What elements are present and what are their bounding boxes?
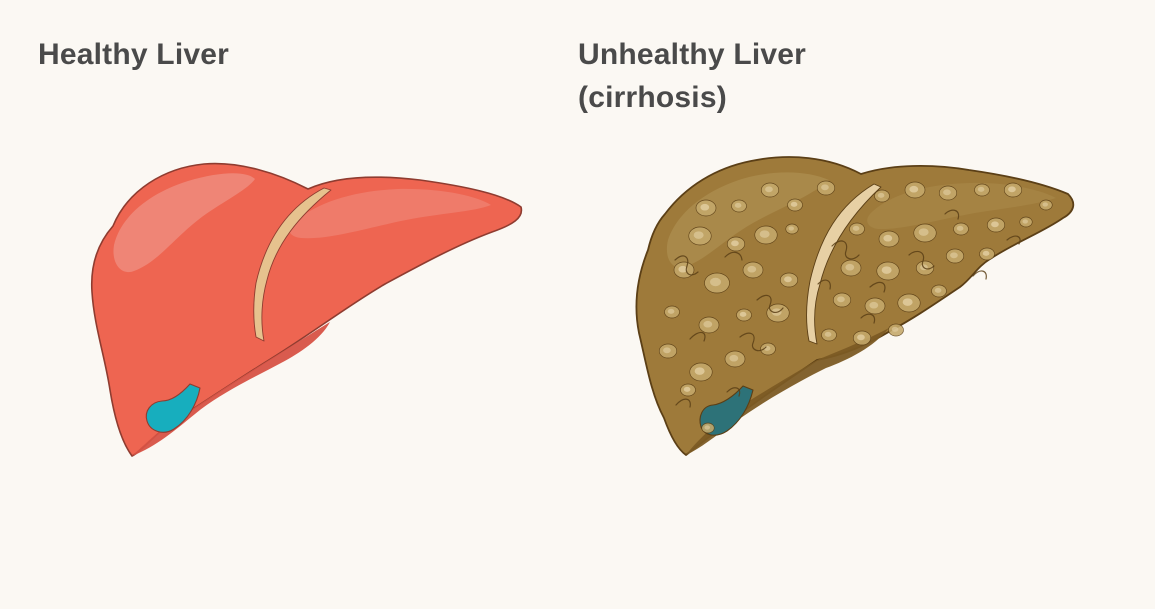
cirrhosis-nodule-core	[734, 202, 742, 208]
cirrhosis-nodule-core	[747, 265, 757, 273]
unhealthy-liver-title-line: Unhealthy Liver	[578, 38, 807, 71]
cirrhosis-nodule-core	[877, 192, 885, 198]
cirrhosis-scar-line	[689, 331, 706, 342]
cirrhosis-nodule-core	[821, 184, 829, 191]
cirrhosis-nodule-core	[683, 386, 691, 392]
cirrhosis-scar-line	[726, 387, 741, 397]
healthy-liver-highlight-left-lobe	[113, 173, 255, 273]
cirrhosis-scar-line	[972, 270, 987, 280]
cirrhosis-nodule-core	[837, 296, 845, 303]
cirrhosis-nodule-core	[869, 301, 879, 309]
cirrhosis-nodule-core	[667, 308, 675, 314]
cirrhosis-nodule-core	[790, 201, 798, 207]
cirrhosis-scar-line	[724, 251, 743, 261]
cirrhosis-scar-line	[908, 250, 935, 270]
cirrhosis-subtitle-line: (cirrhosis)	[578, 81, 727, 114]
cirrhosis-nodule-core	[784, 276, 792, 283]
cirrhosis-nodule-core	[991, 221, 999, 228]
cirrhotic-liver-highlight	[666, 172, 829, 268]
cirrhosis-nodule-core	[1008, 186, 1016, 193]
cirrhosis-scar-line	[869, 281, 886, 293]
cirrhotic-gallbladder	[699, 385, 754, 436]
cirrhosis-nodule-core	[700, 203, 710, 211]
cirrhotic-falciform-ligament	[806, 183, 882, 345]
cirrhosis-nodule-core	[982, 250, 990, 256]
cirrhosis-nodule-core	[678, 265, 688, 273]
healthy-liver-body	[90, 162, 523, 457]
cirrhosis-scar-line	[756, 294, 784, 314]
cirrhosis-nodule-core	[731, 240, 739, 247]
cirrhosis-nodule-core	[694, 367, 705, 375]
cirrhosis-nodule-core	[824, 331, 832, 337]
cirrhosis-nodule-core	[845, 263, 855, 271]
cirrhosis-nodule-core	[909, 185, 919, 193]
healthy-liver-title: Healthy Liver	[38, 33, 229, 76]
cirrhosis-nodule-core	[956, 225, 964, 231]
cirrhosis-scar-line	[739, 332, 767, 352]
cirrhosis-nodule-core	[902, 298, 913, 306]
cirrhosis-nodule-core	[857, 334, 865, 341]
cirrhosis-nodule-core	[788, 226, 794, 231]
unhealthy-liver-title: Unhealthy Liver (cirrhosis)	[578, 33, 806, 119]
cirrhosis-nodule-core	[977, 186, 985, 192]
healthy-liver-highlight-right-lobe	[289, 188, 491, 239]
cirrhosis-scar-line	[1006, 235, 1021, 245]
cirrhosis-scar-line	[674, 255, 699, 276]
falciform-ligament	[253, 187, 332, 342]
cirrhosis-nodule-core	[891, 326, 899, 332]
cirrhosis-nodule-core	[881, 266, 892, 274]
healthy-liver-title-line: Healthy Liver	[38, 38, 230, 71]
cirrhosis-scar-lines	[674, 209, 1021, 408]
cirrhosis-scar-line	[944, 209, 960, 220]
cirrhosis-nodule-core	[1022, 219, 1028, 224]
cirrhosis-nodule-core	[883, 234, 893, 242]
cirrhosis-nodule-core	[950, 252, 958, 259]
cirrhosis-nodule-core	[1042, 202, 1048, 207]
cirrhosis-nodule-core	[704, 425, 710, 430]
cirrhosis-nodule-core	[934, 287, 942, 293]
cirrhosis-nodule-core	[663, 347, 671, 354]
cirrhosis-nodule-core	[693, 231, 704, 239]
cirrhotic-liver-lower-shade	[686, 328, 889, 455]
healthy-gallbladder	[145, 383, 201, 433]
cirrhosis-nodule-core	[739, 311, 747, 317]
cirrhosis-nodule-core	[765, 186, 773, 193]
cirrhosis-nodule-core	[710, 277, 721, 287]
cirrhosis-nodule-core	[759, 230, 770, 238]
cirrhosis-scar-line	[675, 398, 691, 408]
cirrhosis-nodule-core	[943, 189, 951, 196]
cirrhosis-nodule-core	[703, 320, 713, 328]
cirrhosis-scar-line	[831, 240, 860, 260]
cirrhosis-nodule-core	[729, 354, 739, 362]
cirrhosis-scar-line	[817, 279, 831, 290]
cirrhosis-nodule-core	[918, 228, 929, 236]
cirrhosis-scar-line	[860, 313, 876, 324]
cirrhosis-nodules	[658, 180, 1053, 434]
cirrhosis-nodule-core	[852, 225, 860, 231]
